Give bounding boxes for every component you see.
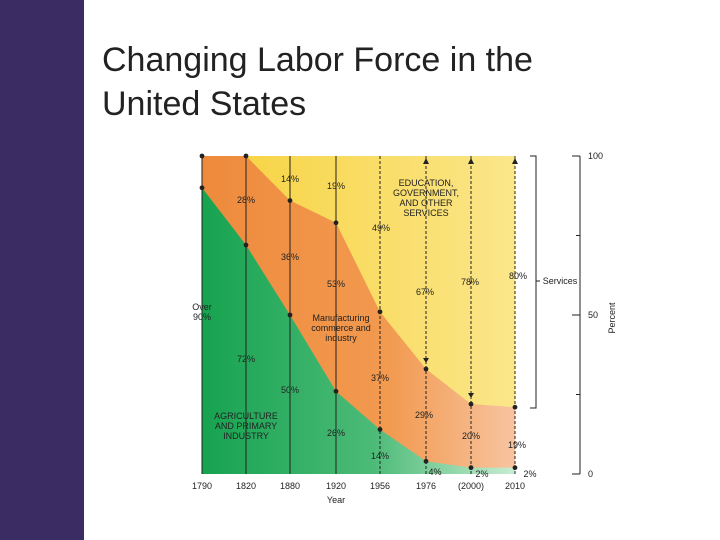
agriculture-data-label: 4% <box>428 467 441 477</box>
agriculture-point <box>199 185 205 191</box>
manufacturing-point <box>287 198 293 203</box>
agriculture-data-label: 90% <box>193 312 211 322</box>
x-tick-label: 2010 <box>505 481 525 491</box>
arrowhead <box>468 393 474 399</box>
agriculture-area <box>202 187 515 475</box>
manufacturing-data-label: 20% <box>462 431 480 441</box>
manufacturing-point <box>512 404 518 410</box>
agriculture-point <box>287 312 293 318</box>
services-data-label: 78% <box>461 277 479 287</box>
agriculture-point <box>423 458 429 464</box>
agriculture-series-name: AGRICULTURE <box>214 411 278 421</box>
services-series-name: SERVICES <box>403 208 448 218</box>
manufacturing-data-label: 36% <box>281 252 299 262</box>
agriculture-data-label: 72% <box>237 354 255 364</box>
arrowhead <box>423 158 429 164</box>
slide-title-line-1: Changing Labor Force in the <box>102 41 533 79</box>
services-series-name: GOVERNMENT, <box>393 188 459 198</box>
x-tick-label: 1820 <box>236 481 256 491</box>
services-bracket <box>530 155 537 409</box>
services-series-name: EDUCATION, <box>399 178 454 188</box>
manufacturing-point <box>423 366 429 372</box>
agriculture-data-label: 2% <box>523 469 536 479</box>
manufacturing-point <box>243 153 249 159</box>
agriculture-data-label: 14% <box>371 451 389 461</box>
arrowhead <box>512 158 518 164</box>
agriculture-data-label: Over <box>192 302 212 312</box>
x-tick-label: 1956 <box>370 481 390 491</box>
agriculture-series-name: AND PRIMARY <box>215 421 277 431</box>
manufacturing-data-label: 53% <box>327 279 345 289</box>
manufacturing-data-label: 28% <box>237 195 255 205</box>
x-tick-label: 1790 <box>192 481 212 491</box>
services-data-label: 14% <box>281 174 299 184</box>
y-axis-label: Percent <box>607 302 617 334</box>
y-tick-label: 50 <box>588 310 598 320</box>
x-axis-label: Year <box>327 495 345 505</box>
agriculture-data-label: 2% <box>475 469 488 479</box>
services-data-label: 67% <box>416 287 434 297</box>
x-tick-label: 1920 <box>326 481 346 491</box>
services-data-label: 49% <box>372 223 390 233</box>
agriculture-data-label: 50% <box>281 385 299 395</box>
agriculture-point <box>333 388 339 394</box>
agriculture-series-name: INDUSTRY <box>223 431 269 441</box>
manufacturing-series-name: Manufacturing <box>312 313 369 323</box>
x-tick-label: 1976 <box>416 481 436 491</box>
y-tick-label: 0 <box>588 469 593 479</box>
arrowhead <box>423 358 429 364</box>
agriculture-point <box>512 465 518 471</box>
agriculture-data-label: 26% <box>327 428 345 438</box>
slide-title: Changing Labor Force in the United State… <box>102 38 702 126</box>
manufacturing-point <box>199 153 205 159</box>
y-tick-label: 100 <box>588 151 603 161</box>
manufacturing-series-name: commerce and <box>311 323 371 333</box>
manufacturing-data-label: 19% <box>508 440 526 450</box>
services-series-name: AND OTHER <box>399 198 453 208</box>
slide-sidebar <box>0 0 84 540</box>
manufacturing-point <box>377 309 383 315</box>
services-bracket-label: Services <box>543 276 578 286</box>
agriculture-point <box>377 427 383 432</box>
x-tick-label: (2000) <box>458 481 484 491</box>
agriculture-point <box>243 242 249 248</box>
manufacturing-data-label: 37% <box>371 373 389 383</box>
manufacturing-point <box>333 220 339 226</box>
slide-title-line-2: United States <box>102 85 307 123</box>
services-data-label: 80% <box>509 271 527 281</box>
manufacturing-data-label: 29% <box>415 410 433 420</box>
arrowhead <box>468 158 474 164</box>
manufacturing-series-name: industry <box>325 333 357 343</box>
manufacturing-point <box>468 401 474 407</box>
services-data-label: 19% <box>327 181 345 191</box>
x-tick-label: 1880 <box>280 481 300 491</box>
agriculture-point <box>468 465 474 471</box>
